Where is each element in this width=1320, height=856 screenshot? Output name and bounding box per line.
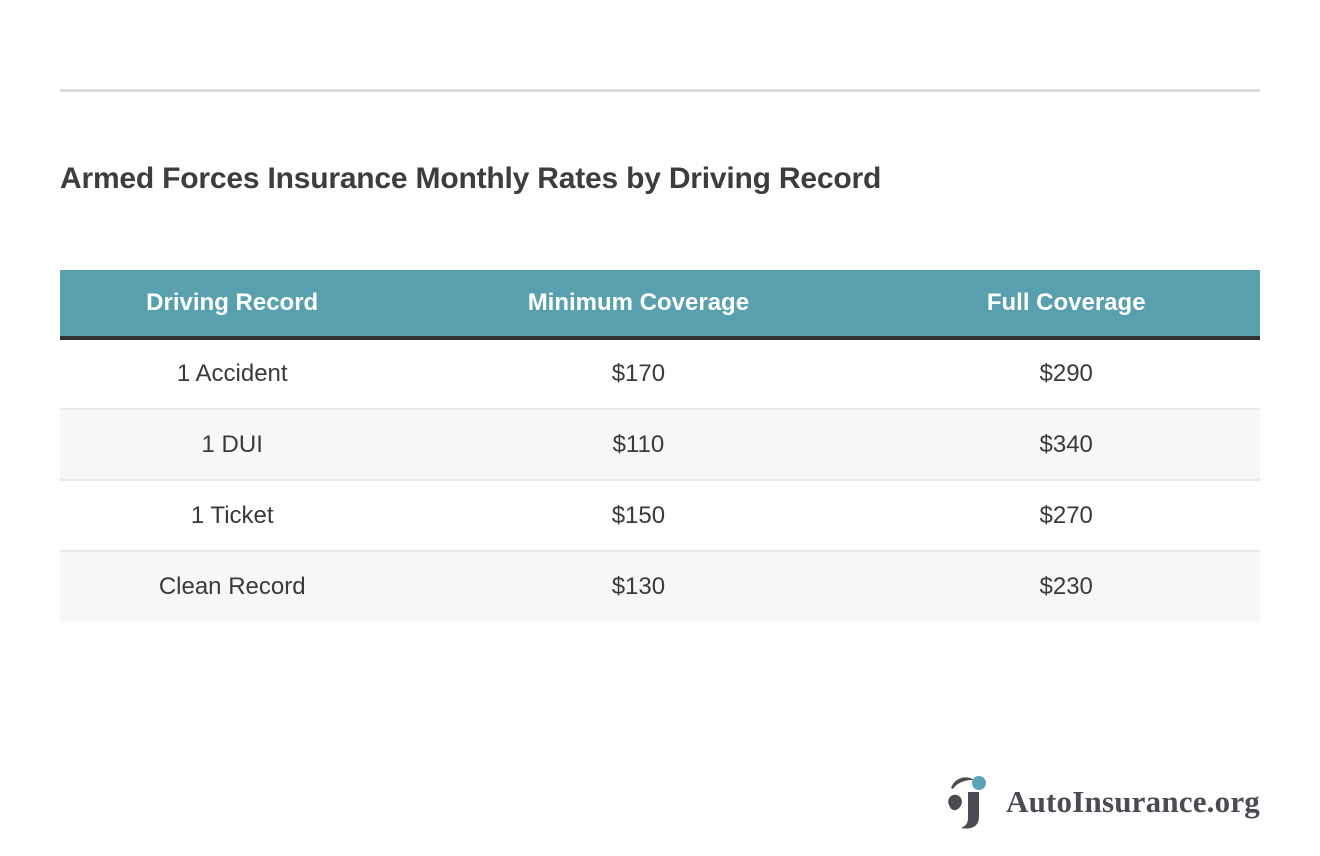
cell-minimum-coverage: $130 — [611, 573, 666, 600]
cell-full-coverage: $340 — [1039, 430, 1093, 458]
attribution-text: Table: AutoInsurance.org — [60, 854, 292, 856]
table-row: 1 Ticket $150 $270 — [60, 480, 1260, 551]
table-row: Clean Record $130 $230 — [60, 551, 1260, 622]
table-row: 1 Accident $170 $290 — [60, 338, 1260, 409]
autoinsurance-logo: AutoInsurance.org — [944, 772, 1260, 832]
cell-minimum-coverage: $170 — [611, 360, 666, 387]
table-row: 1 DUI $110 $340 — [60, 409, 1260, 480]
logo-text: AutoInsurance.org — [1006, 784, 1260, 819]
cell-full-coverage: $270 — [1039, 501, 1093, 529]
cell-full-coverage: $230 — [1039, 573, 1093, 600]
column-header-minimum-coverage: Minimum Coverage — [404, 270, 873, 340]
cell-driving-record: 1 Accident — [176, 360, 288, 387]
autoinsurance-logo-icon — [948, 776, 986, 829]
cell-driving-record: 1 DUI — [201, 430, 263, 458]
table-header-row: Driving Record Minimum Coverage Full Cov… — [60, 270, 1260, 340]
cell-minimum-coverage: $110 — [612, 430, 665, 458]
cell-driving-record: Clean Record — [158, 573, 306, 600]
rates-table: Driving Record Minimum Coverage Full Cov… — [60, 270, 1260, 622]
cell-full-coverage: $290 — [1039, 360, 1093, 387]
column-header-full-coverage: Full Coverage — [872, 270, 1260, 340]
page-title: Armed Forces Insurance Monthly Rates by … — [60, 162, 882, 195]
top-divider — [60, 89, 1260, 92]
cell-minimum-coverage: $150 — [611, 501, 666, 529]
column-header-driving-record: Driving Record — [60, 270, 405, 340]
page: Armed Forces Insurance Monthly Rates by … — [0, 89, 1320, 856]
cell-driving-record: 1 Ticket — [190, 501, 274, 529]
